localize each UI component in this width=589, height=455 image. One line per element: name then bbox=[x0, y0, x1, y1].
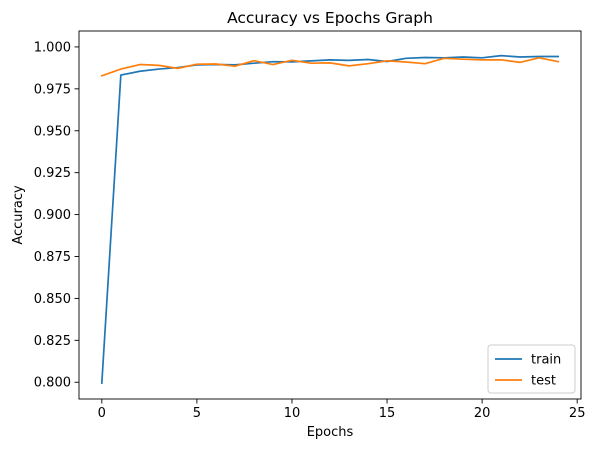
y-axis-label: Accuracy bbox=[11, 185, 26, 245]
x-axis-ticks: 0 5 10 15 20 25 bbox=[98, 399, 586, 421]
y-tick-label: 0.900 bbox=[34, 208, 71, 223]
legend-label-train: train bbox=[531, 353, 561, 368]
y-tick-label: 0.850 bbox=[34, 292, 71, 307]
y-tick-label: 1.000 bbox=[34, 40, 71, 55]
x-tick-label: 10 bbox=[284, 406, 301, 421]
x-tick-label: 5 bbox=[193, 406, 201, 421]
legend-box bbox=[487, 344, 576, 394]
y-tick-label: 0.975 bbox=[34, 82, 71, 97]
x-tick-label: 25 bbox=[569, 406, 586, 421]
plot-area bbox=[79, 31, 581, 399]
y-tick-label: 0.825 bbox=[34, 334, 71, 349]
chart-title: Accuracy vs Epochs Graph bbox=[227, 9, 433, 27]
x-tick-label: 15 bbox=[379, 406, 396, 421]
legend: train test bbox=[487, 344, 576, 394]
series-line-test bbox=[100, 56, 560, 77]
series-layer bbox=[100, 54, 560, 384]
y-tick-label: 0.875 bbox=[34, 250, 71, 265]
y-axis-ticks: 0.800 0.825 0.850 0.875 0.900 0.925 0.950 0.975… bbox=[34, 40, 79, 391]
legend-label-test: test bbox=[531, 374, 556, 389]
x-axis-label: Epochs bbox=[307, 425, 354, 440]
y-tick-label: 0.800 bbox=[34, 376, 71, 391]
y-tick-label: 0.925 bbox=[34, 166, 71, 181]
x-tick-label: 20 bbox=[474, 406, 491, 421]
y-tick-label: 0.950 bbox=[34, 124, 71, 139]
x-tick-label: 0 bbox=[98, 406, 106, 421]
